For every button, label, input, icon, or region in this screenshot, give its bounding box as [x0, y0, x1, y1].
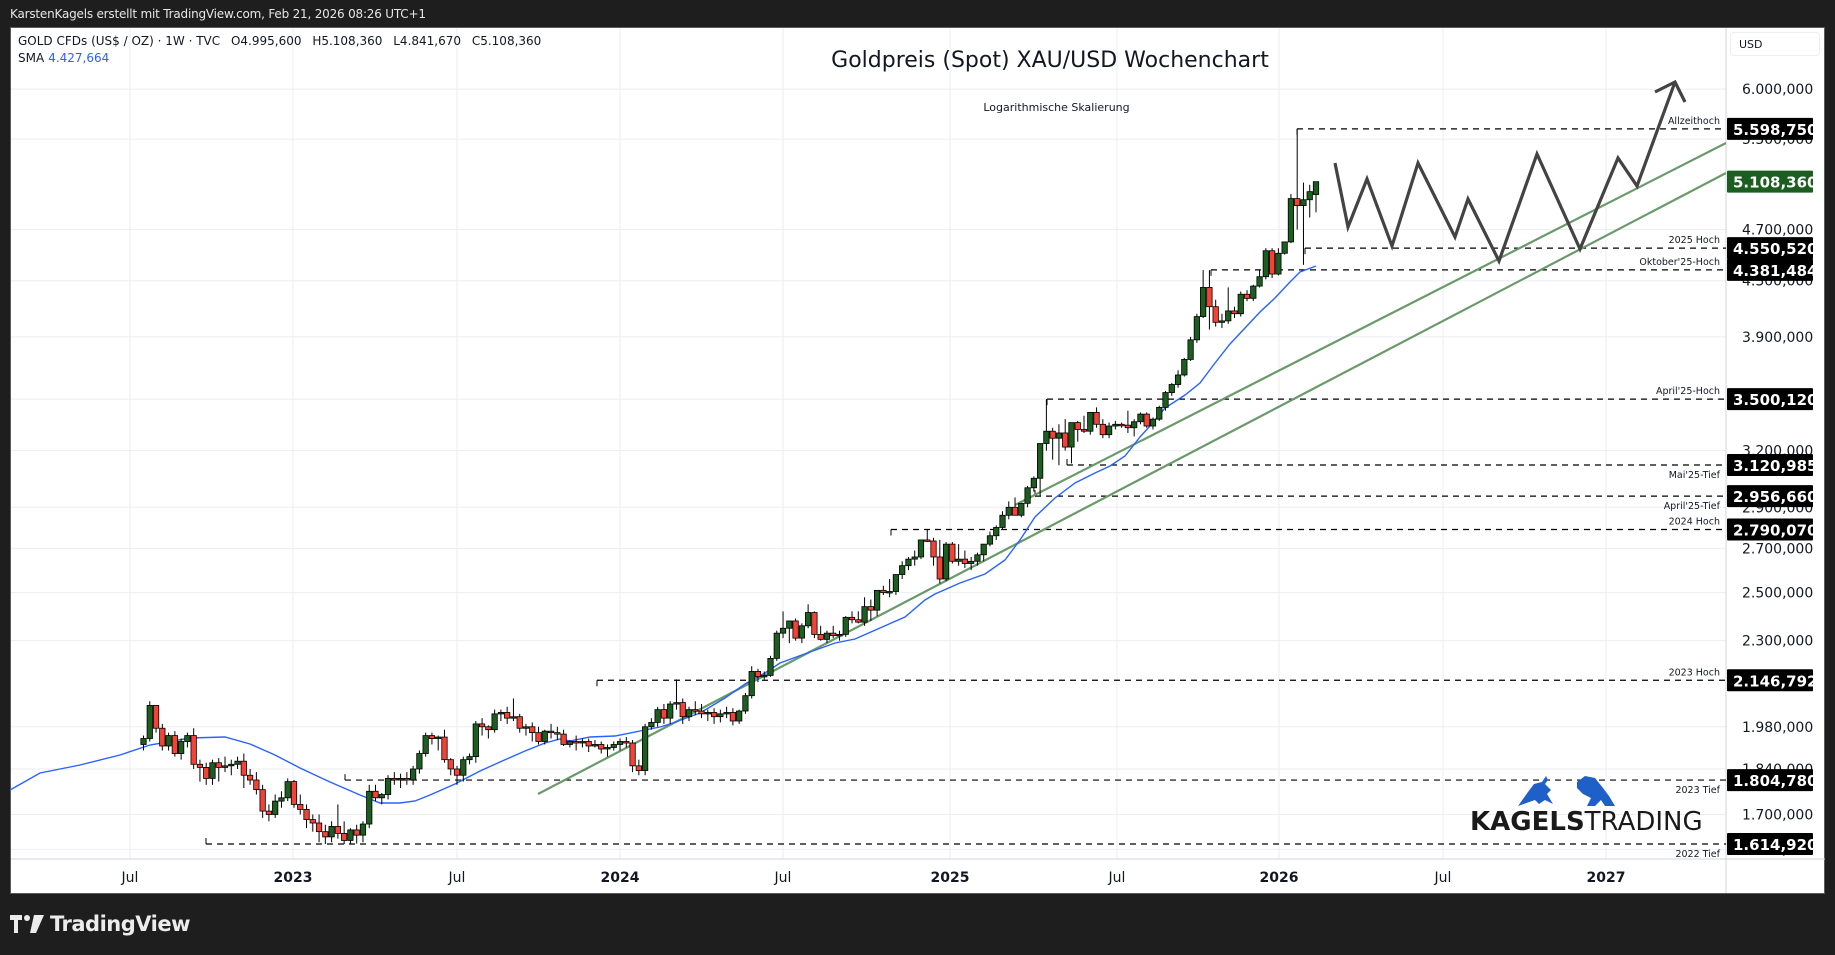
svg-text:2026: 2026	[1260, 870, 1299, 886]
svg-text:3.900,000: 3.900,000	[1742, 330, 1813, 346]
sma-label: SMA	[18, 51, 45, 65]
svg-text:Jul: Jul	[121, 870, 139, 886]
svg-text:2.790,070: 2.790,070	[1733, 522, 1817, 540]
watermark-light: TRADING	[1584, 807, 1703, 837]
svg-text:April'25-Hoch: April'25-Hoch	[1656, 386, 1720, 397]
svg-text:2.700,000: 2.700,000	[1742, 541, 1813, 557]
svg-text:2024 Hoch: 2024 Hoch	[1669, 517, 1720, 528]
svg-text:April'25-Tief: April'25-Tief	[1664, 501, 1721, 512]
svg-text:4.550,520: 4.550,520	[1733, 240, 1817, 258]
svg-text:Jul: Jul	[774, 870, 792, 886]
svg-text:3.500,120: 3.500,120	[1733, 391, 1817, 409]
svg-text:Oktober'25-Hoch: Oktober'25-Hoch	[1639, 257, 1720, 268]
svg-text:2027: 2027	[1587, 870, 1626, 886]
chart-credit: KarstenKagels erstellt mit TradingView.c…	[10, 7, 426, 21]
tradingview-icon	[10, 915, 44, 933]
svg-text:5.108,360: 5.108,360	[1733, 174, 1817, 192]
sma-value: 4.427,664	[48, 51, 110, 65]
svg-text:2024: 2024	[601, 870, 640, 886]
low-value: L4.841,670	[393, 34, 462, 48]
svg-text:6.000,000: 6.000,000	[1742, 82, 1813, 98]
kagels-watermark: KAGELSTRADING	[1470, 807, 1703, 837]
grid	[11, 28, 1825, 893]
open-value: O4.995,600	[230, 34, 302, 48]
bull-bear-icon	[1518, 776, 1615, 806]
chart-subtitle: Logarithmische Skalierung	[983, 101, 1130, 114]
symbol-label: GOLD CFDs (US$ / OZ) · 1W · TVC	[18, 34, 221, 48]
trendlines	[537, 142, 1727, 795]
svg-text:2023 Tief: 2023 Tief	[1675, 785, 1720, 796]
svg-text:1.804,780: 1.804,780	[1733, 772, 1817, 790]
svg-text:Jul: Jul	[448, 870, 466, 886]
close-value: C5.108,360	[471, 34, 542, 48]
svg-text:1.700,000: 1.700,000	[1742, 807, 1813, 823]
svg-text:1.614,920: 1.614,920	[1733, 836, 1817, 854]
watermark-bold: KAGELS	[1470, 807, 1585, 837]
svg-text:4.700,000: 4.700,000	[1742, 223, 1813, 239]
time-axis[interactable]: Jul 2023 Jul 2024 Jul 2025 Jul 2026 Jul 2027	[121, 870, 1626, 886]
currency-button[interactable]: USD	[1730, 32, 1820, 56]
candles	[140, 128, 1320, 844]
price-axis[interactable]: 6.000,0005.500,0004.700,0004.300,0003.90…	[1727, 82, 1817, 858]
svg-text:2025 Hoch: 2025 Hoch	[1669, 235, 1720, 246]
svg-text:5.598,750: 5.598,750	[1733, 121, 1817, 139]
ohlc-row: GOLD CFDs (US$ / OZ) · 1W · TVC O4.995,6…	[18, 33, 541, 50]
svg-text:2022 Tief: 2022 Tief	[1675, 849, 1720, 860]
sma-row: SMA 4.427,664	[18, 50, 541, 67]
svg-text:2.300,000: 2.300,000	[1742, 634, 1813, 650]
svg-text:2.146,792: 2.146,792	[1733, 672, 1817, 690]
svg-text:Mai'25-Tief: Mai'25-Tief	[1669, 470, 1721, 481]
svg-text:4.381,484: 4.381,484	[1733, 262, 1817, 280]
svg-text:2.500,000: 2.500,000	[1742, 586, 1813, 602]
horizontal-levels: Allzeithoch 2025 Hoch Oktober'25-Hoch April…	[205, 116, 1726, 860]
tradingview-wordmark: TradingView	[50, 912, 190, 936]
projection-path	[1333, 79, 1687, 266]
sma-line	[9, 265, 1317, 804]
svg-text:2023 Hoch: 2023 Hoch	[1669, 667, 1720, 678]
svg-text:2.956,660: 2.956,660	[1733, 488, 1817, 506]
tradingview-logo[interactable]: TradingView	[10, 912, 190, 936]
svg-text:Jul: Jul	[1434, 870, 1452, 886]
high-value: H5.108,360	[312, 34, 383, 48]
svg-text:2025: 2025	[931, 870, 970, 886]
legend: GOLD CFDs (US$ / OZ) · 1W · TVC O4.995,6…	[18, 33, 541, 67]
chart-frame	[10, 27, 1825, 894]
svg-text:2023: 2023	[274, 870, 313, 886]
svg-text:3.120,985: 3.120,985	[1733, 457, 1817, 475]
svg-text:Allzeithoch: Allzeithoch	[1668, 116, 1720, 127]
svg-text:1.980,000: 1.980,000	[1742, 720, 1813, 736]
svg-text:Jul: Jul	[1108, 870, 1126, 886]
chart-title: Goldpreis (Spot) XAU/USD Wochenchart	[831, 48, 1269, 73]
